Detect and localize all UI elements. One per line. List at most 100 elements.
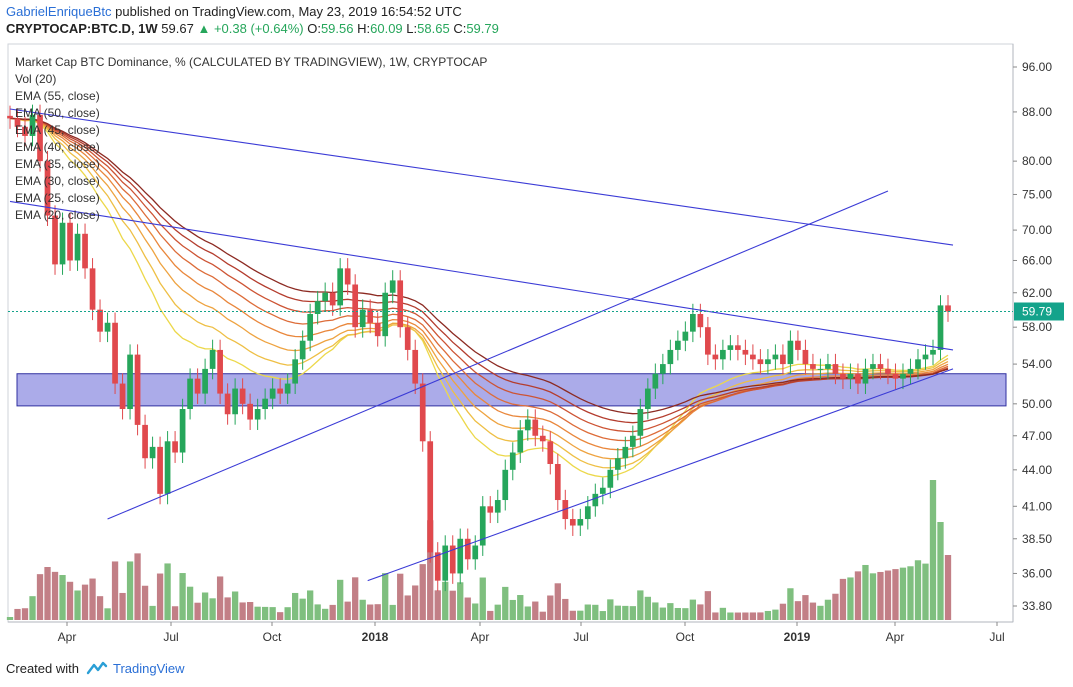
candle-body	[487, 506, 494, 513]
legend-item[interactable]: EMA (35, close)	[15, 157, 100, 171]
symbol-header: CRYPTOCAP:BTC.D, 1W 59.67 ▲ +0.38 (+0.64…	[6, 21, 499, 36]
legend-item[interactable]: EMA (30, close)	[15, 174, 100, 188]
legend-item[interactable]: EMA (25, close)	[15, 191, 100, 205]
volume-bar	[427, 520, 434, 620]
volume-bar	[412, 585, 419, 620]
candle-body	[592, 493, 599, 507]
legend-item[interactable]: Vol (20)	[15, 72, 57, 86]
candle-body	[652, 373, 659, 389]
price-change: +0.38 (+0.64%)	[213, 21, 304, 36]
volume-bar	[562, 598, 569, 620]
y-tick-label: 80.00	[1022, 154, 1052, 168]
candle-body	[517, 430, 524, 453]
legend-item[interactable]: EMA (45, close)	[15, 123, 100, 137]
candle-body	[419, 383, 426, 442]
candle-body	[705, 327, 711, 355]
candle-body	[690, 314, 696, 332]
candle-body	[614, 458, 621, 470]
x-tick-label: 2019	[784, 630, 811, 644]
legend-item[interactable]: EMA (55, close)	[15, 89, 100, 103]
author-link[interactable]: GabrielEnriqueBtc	[6, 4, 112, 19]
volume-bar	[757, 612, 764, 620]
volume-bar	[389, 604, 396, 620]
volume-bar	[156, 573, 164, 620]
ema-line-20	[9, 117, 949, 478]
volume-bar	[442, 581, 449, 620]
volume-bar	[457, 582, 464, 620]
candle-body	[675, 340, 681, 350]
volume-bar	[892, 569, 899, 620]
candle-body	[472, 545, 479, 560]
candle-body	[149, 446, 156, 459]
volume-bar	[577, 610, 584, 620]
volume-bar	[772, 609, 779, 620]
volume-bar	[787, 588, 794, 620]
volume-bar	[944, 555, 952, 620]
y-tick-label: 62.00	[1022, 286, 1052, 300]
volume-bar	[532, 601, 539, 620]
volume-bar	[569, 610, 576, 620]
legend-title: Market Cap BTC Dominance, % (CALCULATED …	[15, 55, 488, 69]
volume-bar	[839, 578, 847, 620]
legend-item[interactable]: EMA (40, close)	[15, 140, 100, 154]
y-tick-label: 47.00	[1022, 429, 1052, 443]
candle-body	[494, 500, 501, 513]
volume-bar	[14, 608, 21, 620]
publish-info: published on TradingView.com, May 23, 20…	[115, 4, 462, 19]
tradingview-link[interactable]: TradingView	[113, 661, 185, 676]
volume-bar	[44, 567, 51, 620]
volume-bar	[104, 608, 111, 620]
volume-bar	[119, 592, 126, 620]
candle-body	[112, 322, 118, 384]
volume-bar	[367, 604, 374, 620]
candle-body	[930, 349, 936, 355]
candle-body	[359, 309, 366, 328]
volume-bar	[21, 608, 29, 620]
candle-body	[855, 373, 861, 384]
publish-header: GabrielEnriqueBtc published on TradingVi…	[6, 4, 462, 19]
candle-body	[840, 373, 846, 379]
y-tick-label: 75.00	[1022, 187, 1052, 201]
y-tick-label: 50.00	[1022, 397, 1052, 411]
x-tick-label: Apr	[471, 630, 490, 644]
candle-body	[622, 446, 629, 459]
candle-body	[202, 368, 208, 394]
candle-body	[74, 233, 81, 261]
volume-bar	[622, 605, 629, 620]
volume-bar	[29, 596, 36, 620]
candle-body	[509, 452, 516, 470]
candle-body	[629, 435, 636, 447]
volume-bar	[179, 573, 186, 620]
y-tick-label: 70.00	[1022, 223, 1052, 237]
trendline-1	[9, 108, 954, 246]
x-tick-label: Jul	[573, 630, 588, 644]
candle-body	[209, 349, 216, 369]
volume-bar	[629, 606, 636, 620]
candle-body	[119, 383, 126, 410]
volume-bar	[742, 612, 749, 620]
ema-line-50	[9, 117, 949, 424]
volume-bar	[907, 566, 914, 620]
open-label: O:	[307, 21, 321, 36]
candle-body	[344, 268, 351, 285]
candle-body	[539, 435, 546, 442]
candle-body	[104, 322, 111, 332]
ema-line-55	[9, 117, 949, 415]
candle-body	[532, 419, 539, 436]
candle-body	[667, 349, 674, 365]
volume-bar	[749, 612, 757, 620]
last-price-label: 59.79	[1022, 304, 1052, 318]
candle-body	[59, 222, 66, 265]
legend-item[interactable]: EMA (50, close)	[15, 106, 100, 120]
y-tick-label: 33.80	[1022, 599, 1052, 613]
volume-bar	[854, 571, 862, 620]
legend-item[interactable]: EMA (20, close)	[15, 208, 100, 222]
candle-body	[727, 345, 734, 350]
volume-bar	[269, 607, 276, 620]
candle-body	[412, 349, 419, 384]
volume-bar	[314, 604, 321, 620]
candle-body	[329, 292, 336, 306]
volume-bar	[344, 601, 351, 620]
last-price: 59.67	[161, 21, 194, 36]
